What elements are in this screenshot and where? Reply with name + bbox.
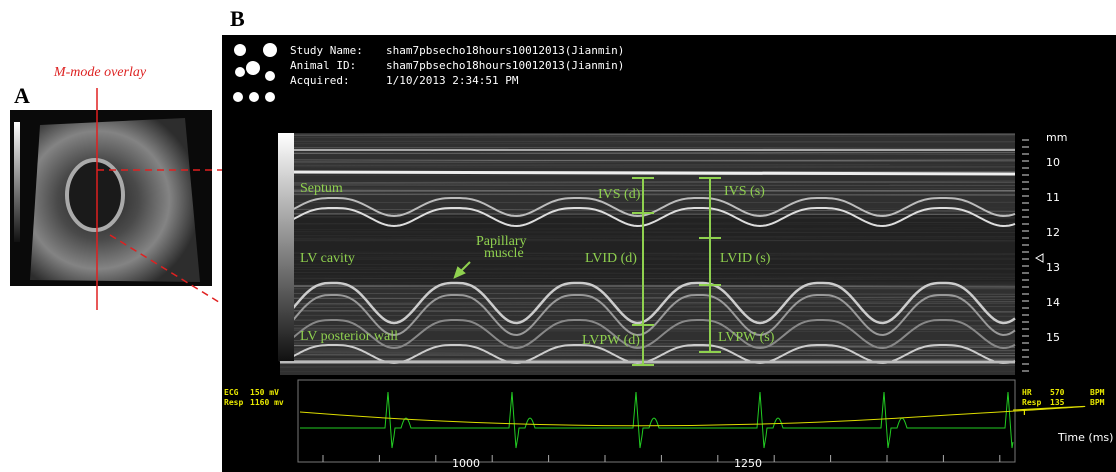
ecg-value: 570 (1050, 388, 1065, 397)
annotation: IVS (d) (598, 187, 641, 202)
time-tick-label: 1250 (734, 457, 762, 470)
ecg-value: 135 (1050, 398, 1065, 407)
logo-dot (246, 61, 260, 75)
time-tick-label: 1000 (452, 457, 480, 470)
study-value: sham7pbsecho18hours10012013(Jianmin) (386, 59, 624, 72)
page: A M-mode overlay B Septum LV cavity LV p… (0, 0, 1116, 472)
ecg-name: Resp (1022, 398, 1041, 407)
ecg-value: 150 mV (250, 388, 279, 397)
depth-tick-label: 14 (1046, 296, 1060, 309)
ecg-value: 1160 mv (250, 398, 284, 407)
logo-dot (233, 92, 243, 102)
study-value: 1/10/2013 2:34:51 PM (386, 74, 519, 87)
logo-dot (265, 92, 275, 102)
ecg-name: ECG (224, 388, 239, 397)
gray-bar (278, 133, 294, 361)
annotation: muscle (484, 246, 524, 261)
ecg-name: Resp (224, 398, 243, 407)
depth-unit: mm (1046, 131, 1067, 144)
annotation: LVID (d) (585, 251, 637, 266)
depth-tick-label: 11 (1046, 191, 1060, 204)
annotation: LV cavity (300, 251, 355, 266)
gray-bar (14, 122, 20, 242)
annotation: LVPW (d) (582, 333, 640, 348)
depth-tick-label: 15 (1046, 331, 1060, 344)
figure: A M-mode overlay B Septum LV cavity LV p… (0, 0, 1116, 472)
study-key: Acquired: (290, 74, 350, 87)
annotation: LVPW (s) (718, 330, 775, 345)
logo-dot (234, 44, 246, 56)
annotation: LV posterior wall (300, 329, 398, 344)
ecg-name: T (1022, 408, 1027, 417)
logo-dot (235, 67, 245, 77)
panel-label: A (14, 83, 30, 108)
ecg-unit: BPM (1090, 388, 1105, 397)
annotation: LVID (s) (720, 251, 771, 266)
ecg-name: HR (1022, 388, 1032, 397)
logo-dot (263, 43, 277, 57)
study-key: Animal ID: (290, 59, 356, 72)
logo-dot (249, 92, 259, 102)
depth-tick-label: 10 (1046, 156, 1060, 169)
ecg-unit: BPM (1090, 398, 1105, 407)
axis-title: Time (ms) (1057, 431, 1113, 444)
annotation: Septum (300, 181, 343, 196)
overlay-label: M-mode overlay (53, 65, 147, 80)
depth-tick-label: 12 (1046, 226, 1060, 239)
depth-tick-label: 13 (1046, 261, 1060, 274)
study-key: Study Name: (290, 44, 363, 57)
logo-dot (265, 71, 275, 81)
panel-label: B (230, 6, 245, 31)
annotation: IVS (s) (724, 184, 765, 199)
study-value: sham7pbsecho18hours10012013(Jianmin) (386, 44, 624, 57)
septum-echo (280, 172, 1015, 174)
